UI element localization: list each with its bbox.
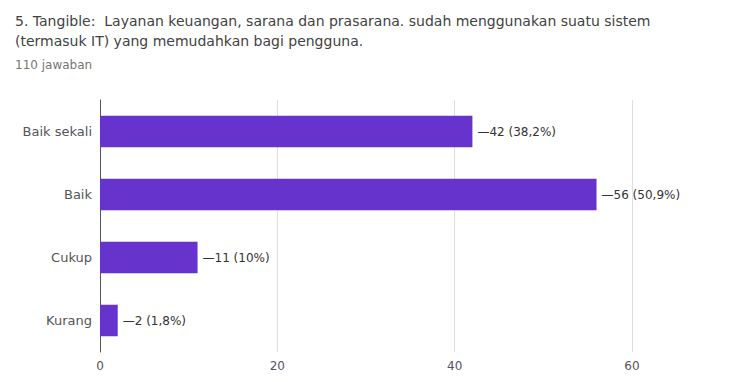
svg-text:Baik sekali: Baik sekali [23,124,92,139]
svg-text:110 jawaban: 110 jawaban [15,58,92,72]
svg-text:—2 (1,8%): —2 (1,8%) [123,314,186,328]
svg-text:—42 (38,2%): —42 (38,2%) [477,125,556,139]
svg-text:20: 20 [270,359,285,373]
svg-text:Cukup: Cukup [51,250,92,265]
svg-text:(termasuk IT) yang memudahkan: (termasuk IT) yang memudahkan bagi pengg… [15,33,363,49]
svg-text:—11 (10%): —11 (10%) [203,251,270,265]
svg-text:—56 (50,9%): —56 (50,9%) [602,188,681,202]
svg-text:Kurang: Kurang [46,313,92,328]
svg-text:5. Tangible: Layanan keuangan: 5. Tangible: Layanan keuangan, sarana da… [15,13,650,29]
svg-text:0: 0 [96,359,104,373]
svg-text:40: 40 [447,359,462,373]
svg-text:Baik: Baik [64,187,92,202]
svg-text:60: 60 [624,359,639,373]
